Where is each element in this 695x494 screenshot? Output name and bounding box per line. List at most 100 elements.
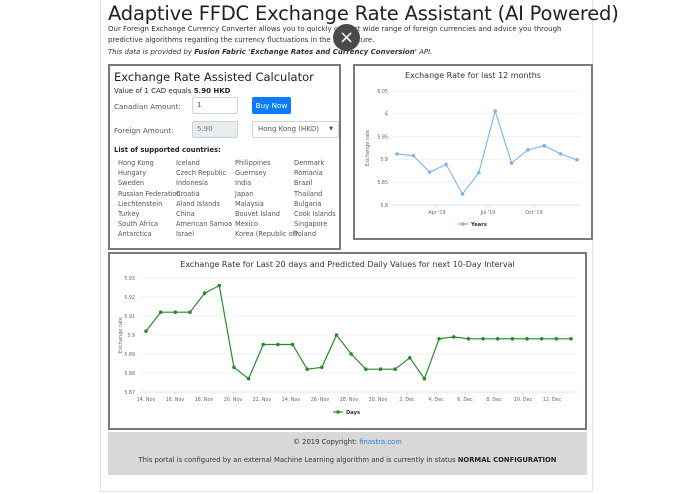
x-tick-label: 20. Nov: [224, 397, 243, 403]
y-tick-label: 5.92: [124, 295, 135, 301]
data-source-note: This data is provided by Fusion Fabric '…: [108, 48, 432, 56]
canadian-amount-label: Canadian Amount:: [114, 102, 181, 111]
country-item: Malaysia: [235, 199, 264, 208]
chart-20-days-title: Exchange Rate for Last 20 days and Predi…: [180, 260, 515, 269]
data-point[interactable]: [422, 376, 427, 381]
country-item: Liechtenstein: [118, 199, 163, 208]
data-point[interactable]: [411, 153, 416, 158]
data-point[interactable]: [444, 162, 448, 167]
x-tick-label: 2. Dec: [399, 397, 415, 403]
chart-12-months: 5.8 5.85 5.9 5.95 6 6.05 Exchange rate Apr '19 J…: [365, 89, 581, 228]
data-point[interactable]: [232, 365, 236, 370]
y-axis-label: Exchange rate: [365, 130, 371, 166]
data-point[interactable]: [202, 291, 207, 295]
data-point[interactable]: [493, 109, 497, 113]
country-item: Hungary: [118, 169, 147, 178]
finastra-link[interactable]: finastra.com: [359, 438, 402, 446]
data-point[interactable]: [437, 337, 441, 341]
data-point[interactable]: [276, 342, 280, 347]
x-tick-label: 22. Nov: [253, 397, 272, 403]
foreign-amount-input: 5.90: [192, 121, 238, 138]
data-line: [145, 284, 571, 380]
data-point[interactable]: [427, 170, 432, 174]
y-tick-label: 6.05: [377, 89, 388, 95]
country-item: Poland: [294, 230, 317, 239]
data-point[interactable]: [495, 337, 500, 341]
country-item: Romania: [294, 169, 323, 178]
data-point[interactable]: [407, 356, 412, 360]
data-point[interactable]: [334, 333, 339, 337]
x-tick-label: Oct '19: [525, 210, 542, 216]
canadian-amount-input[interactable]: 1: [192, 97, 238, 114]
data-point[interactable]: [349, 352, 353, 356]
chart-12-months-title: Exchange Rate for last 12 months: [405, 71, 541, 80]
country-item: Indonesia: [176, 179, 208, 188]
country-item: Cook Islands: [294, 209, 336, 218]
x-tick-label: 14. Nov: [137, 397, 156, 403]
data-point[interactable]: [481, 337, 485, 341]
data-point[interactable]: [290, 342, 295, 347]
data-point[interactable]: [558, 152, 563, 156]
legend-item[interactable]: Days: [346, 410, 360, 416]
y-tick-label: 5.87: [124, 390, 135, 396]
data-point[interactable]: [261, 342, 266, 347]
data-point[interactable]: [509, 161, 514, 165]
data-point[interactable]: [144, 329, 148, 333]
y-tick-label: 5.8: [380, 203, 388, 209]
data-point[interactable]: [364, 367, 368, 371]
x-tick-label: 24. Nov: [282, 397, 301, 403]
y-tick-label: 5.9: [380, 157, 388, 163]
data-point[interactable]: [217, 283, 222, 288]
data-point[interactable]: [525, 337, 529, 341]
x-tick-label: 10. Dec: [514, 397, 533, 403]
data-point[interactable]: [460, 192, 465, 196]
data-point[interactable]: [395, 152, 399, 156]
y-tick-label: 5.88: [124, 371, 135, 377]
buy-now-button[interactable]: Buy Now: [252, 97, 291, 114]
copyright-prefix: © 2019 Copyright:: [293, 438, 360, 446]
y-tick-label: 5.89: [124, 352, 135, 358]
rate-summary: Value of 1 CAD equals 5.90 HKD: [114, 87, 335, 95]
data-point[interactable]: [526, 148, 530, 152]
currency-select[interactable]: Hong Kong (HKD) ▼: [252, 121, 339, 138]
data-point[interactable]: [246, 376, 251, 381]
data-point[interactable]: [466, 337, 471, 341]
data-point[interactable]: [477, 170, 481, 175]
country-item: Czech Republic: [176, 169, 227, 178]
data-point[interactable]: [575, 158, 579, 162]
countries-list: Hong Kong Iceland Philippines Denmark Hungar…: [118, 159, 344, 241]
country-item: Brazil: [294, 179, 313, 188]
data-point[interactable]: [158, 310, 163, 314]
data-point[interactable]: [539, 337, 544, 341]
calculator-panel: Exchange Rate Assisted Calculator Value …: [108, 64, 341, 250]
data-point[interactable]: [542, 143, 547, 148]
data-point[interactable]: [173, 310, 178, 314]
data-point[interactable]: [188, 310, 192, 314]
chart-20-days: 5.87 5.88 5.89 5.9 5.91 5.92 5.93 Exchange rate…: [118, 276, 577, 416]
x-tick-label: 28. Nov: [340, 397, 359, 403]
data-point[interactable]: [320, 365, 324, 370]
source-prefix: This data is provided by: [108, 48, 195, 56]
country-item: Turkey: [118, 209, 140, 218]
data-point[interactable]: [451, 335, 456, 339]
close-icon[interactable]: ×: [333, 24, 360, 51]
data-point[interactable]: [378, 367, 383, 371]
country-item: Croatia: [176, 189, 200, 198]
y-axis-label: Exchange rate: [118, 317, 124, 353]
data-point[interactable]: [510, 337, 515, 341]
data-point[interactable]: [554, 337, 559, 341]
data-point[interactable]: [393, 367, 397, 371]
data-point[interactable]: [569, 337, 573, 341]
x-tick-label: Apr '19: [428, 210, 445, 216]
country-item: Japan: [235, 189, 254, 198]
source-provider: Fusion Fabric 'Exchange Rates and Curren…: [194, 48, 417, 56]
page-container: Adaptive FFDC Exchange Rate Assistant (A…: [100, 0, 619, 492]
country-item: Mexico: [235, 220, 259, 229]
status-prefix: This portal is configured by an external…: [138, 456, 458, 464]
data-point[interactable]: [305, 367, 310, 371]
country-item: American Samoa: [176, 220, 233, 229]
x-tick-label: 8. Dec: [486, 397, 502, 403]
y-tick-label: 5.91: [124, 314, 135, 320]
legend-item[interactable]: Years: [470, 222, 487, 228]
country-item: South Africa: [118, 220, 159, 229]
